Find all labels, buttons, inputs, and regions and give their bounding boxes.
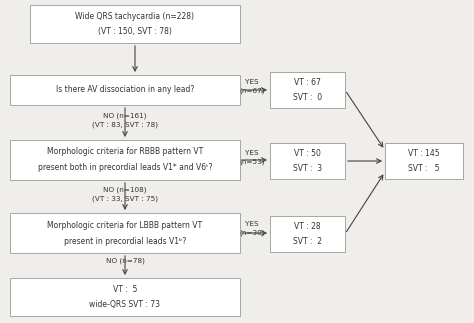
Bar [30, 5, 240, 43]
Bar [10, 140, 240, 180]
Text: NO (n=78): NO (n=78) [106, 258, 145, 264]
Text: (n=30): (n=30) [239, 230, 265, 236]
Text: VT : 145: VT : 145 [408, 149, 440, 158]
Text: Wide QRS tachycardia (n=228): Wide QRS tachycardia (n=228) [75, 12, 194, 21]
Text: NO (n=108): NO (n=108) [103, 187, 147, 193]
Text: (n=67): (n=67) [239, 88, 265, 94]
Text: (n=53): (n=53) [239, 159, 265, 165]
Text: (VT : 83, SVT : 78): (VT : 83, SVT : 78) [92, 122, 158, 128]
Bar [270, 216, 345, 252]
Text: present in precordial leads V1ᵇ?: present in precordial leads V1ᵇ? [64, 236, 186, 245]
Text: YES: YES [245, 79, 259, 85]
Text: NO (n=161): NO (n=161) [103, 113, 147, 119]
Bar [385, 143, 463, 179]
Text: YES: YES [245, 221, 259, 227]
Text: SVT :   5: SVT : 5 [408, 164, 440, 173]
Text: (VT : 33, SVT : 75): (VT : 33, SVT : 75) [92, 196, 158, 202]
Text: Morphologic criteria for LBBB pattern VT: Morphologic criteria for LBBB pattern VT [47, 221, 202, 230]
Text: YES: YES [245, 150, 259, 156]
Text: VT : 67: VT : 67 [294, 78, 321, 87]
Text: present both in precordial leads V1* and V6ᵗ?: present both in precordial leads V1* and… [38, 163, 212, 172]
Text: VT : 50: VT : 50 [294, 149, 321, 158]
Bar [270, 143, 345, 179]
Text: VT : 28: VT : 28 [294, 222, 321, 231]
Text: SVT :  0: SVT : 0 [293, 93, 322, 102]
Text: VT :  5: VT : 5 [113, 285, 137, 294]
Text: (VT : 150, SVT : 78): (VT : 150, SVT : 78) [98, 27, 172, 36]
Text: SVT :  2: SVT : 2 [293, 237, 322, 246]
Text: Morphologic criteria for RBBB pattern VT: Morphologic criteria for RBBB pattern VT [47, 148, 203, 157]
Bar [270, 72, 345, 108]
Bar [10, 75, 240, 105]
Bar [10, 213, 240, 253]
Text: wide-QRS SVT : 73: wide-QRS SVT : 73 [90, 300, 161, 309]
Text: Is there AV dissociation in any lead?: Is there AV dissociation in any lead? [56, 86, 194, 95]
Bar [10, 278, 240, 316]
Text: SVT :  3: SVT : 3 [293, 164, 322, 173]
